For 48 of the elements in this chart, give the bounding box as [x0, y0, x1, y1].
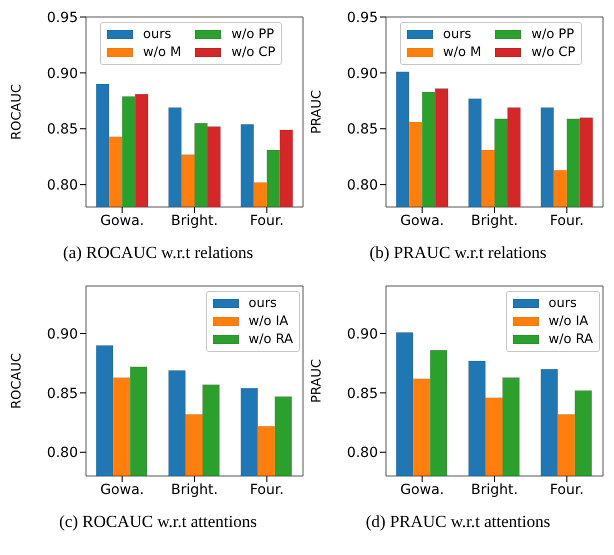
x-tick-label: Gowa. — [400, 482, 444, 498]
legend-label: w/o CP — [531, 45, 576, 60]
legend-label: w/o PP — [531, 27, 574, 42]
text: (d) PRAUC w.r.t attentions — [364, 512, 552, 532]
text: (b) PRAUC w.r.t relations — [368, 243, 548, 263]
x-tick-label: Bright. — [171, 212, 218, 229]
legend-label: w/o PP — [231, 27, 274, 42]
y-tick-label: 0.90 — [346, 326, 378, 342]
x-tick-label: Bright. — [471, 212, 518, 229]
x-tick-label: Four. — [250, 482, 284, 498]
y-tick-label: 0.90 — [46, 66, 78, 82]
y-tick-label: 0.95 — [346, 10, 378, 26]
y-tick-label: 0.80 — [346, 178, 378, 194]
text: (c) ROCAUC w.r.t attentions — [58, 512, 258, 532]
y-tick-label: 0.85 — [346, 122, 378, 138]
legend-label: ours — [248, 296, 277, 311]
legend-label: w/o IA — [248, 314, 288, 329]
x-tick-label: Gowa. — [100, 482, 144, 498]
legend-label: w/o M — [443, 45, 482, 60]
x-tick-label: Gowa. — [400, 212, 444, 229]
legend-label: w/o IA — [548, 314, 588, 329]
legend-label: w/o CP — [231, 45, 276, 60]
y-axis-title: ROCAUC — [10, 353, 25, 409]
y-tick-label: 0.95 — [46, 10, 78, 26]
y-tick-label: 0.80 — [346, 445, 378, 462]
x-tick-label: Four. — [550, 212, 584, 229]
legend-label: w/o RA — [548, 332, 593, 347]
legend-label: w/o RA — [248, 332, 293, 347]
x-tick-label: Four. — [250, 212, 284, 229]
y-tick-label: 0.80 — [46, 445, 78, 462]
y-axis-title: PRAUC — [310, 359, 325, 403]
text: (a) ROCAUC w.r.t relations — [62, 243, 254, 263]
y-tick-label: 0.90 — [46, 326, 78, 342]
x-tick-label: Bright. — [471, 482, 518, 498]
x-tick-label: Gowa. — [100, 212, 144, 229]
y-tick-label: 0.80 — [46, 178, 78, 194]
legend-label: w/o M — [143, 45, 182, 60]
x-tick-label: Four. — [550, 482, 584, 498]
x-tick-label: Bright. — [171, 482, 218, 498]
y-axis-title: PRAUC — [310, 90, 325, 134]
y-axis-title: ROCAUC — [10, 84, 25, 140]
y-tick-label: 0.85 — [46, 386, 78, 402]
legend-label: ours — [548, 296, 577, 311]
legend-label: ours — [443, 27, 472, 42]
y-tick-label: 0.85 — [46, 122, 78, 138]
y-tick-label: 0.90 — [346, 66, 378, 82]
y-tick-label: 0.85 — [346, 386, 378, 402]
legend-label: ours — [143, 27, 172, 42]
